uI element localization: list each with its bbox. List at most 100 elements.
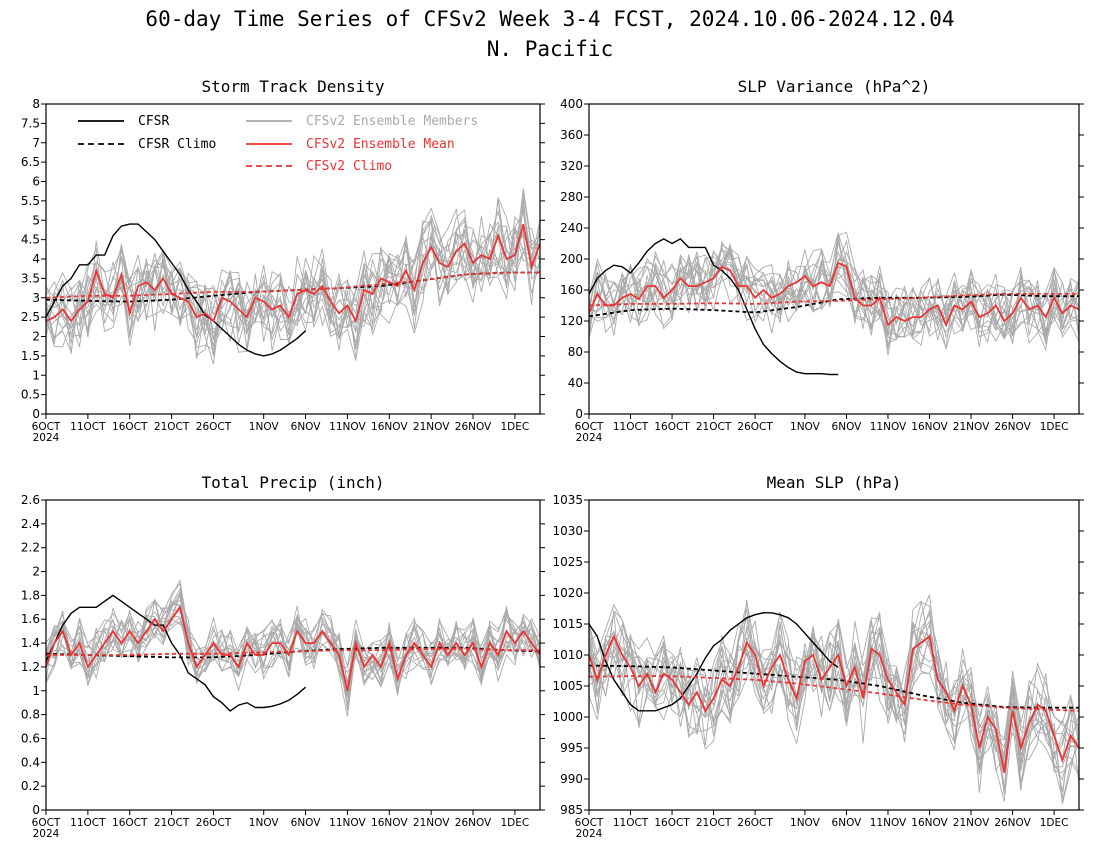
- y-tick-label: 360: [560, 128, 583, 142]
- plot-area: [46, 579, 540, 717]
- panel-title: SLP Variance (hPa^2): [738, 77, 931, 96]
- series-line-cfsv2-climo: [46, 648, 540, 656]
- x-tick-sublabel: 2024: [33, 828, 60, 840]
- x-tick-label: 11NOV: [329, 421, 366, 433]
- series-line-ensemble-member: [589, 624, 1079, 804]
- series-line-ensemble-member: [46, 207, 540, 354]
- x-tick-label: 16OCT: [654, 421, 690, 433]
- y-tick-label: 7.5: [21, 116, 40, 130]
- series-line-cfsv2-ensemble-mean: [589, 261, 1079, 328]
- x-tick-label: 21NOV: [413, 817, 450, 829]
- x-tick-label: 6NOV: [832, 817, 863, 829]
- x-tick-label: 1NOV: [790, 421, 821, 433]
- y-tick-label: 120: [560, 314, 583, 328]
- series-line-ensemble-member: [589, 262, 1079, 356]
- y-tick-label: 3.5: [21, 271, 40, 285]
- series-line-ensemble-member: [589, 603, 1079, 790]
- x-tick-label: 16NOV: [911, 817, 948, 829]
- x-tick-label: 21OCT: [154, 817, 190, 829]
- series-line-ensemble-member: [589, 628, 1079, 783]
- y-tick-label: 0.6: [21, 731, 40, 745]
- x-tick-label: 21NOV: [413, 421, 450, 433]
- y-tick-label: 1015: [552, 617, 583, 631]
- x-tick-label: 21OCT: [696, 817, 732, 829]
- y-tick-label: 3: [32, 291, 40, 305]
- plot-area: [589, 594, 1079, 804]
- x-tick-label: 11NOV: [870, 817, 907, 829]
- x-tick-label: 6OCT: [575, 421, 604, 433]
- legend-item: CFSR: [78, 114, 169, 129]
- y-tick-label: 1000: [552, 710, 583, 724]
- plot-area: [46, 188, 540, 365]
- x-tick-label: 1DEC: [501, 817, 530, 829]
- y-tick-label: 320: [560, 159, 583, 173]
- y-tick-label: 985: [560, 803, 583, 817]
- x-tick-label: 6OCT: [32, 421, 61, 433]
- legend-label: CFSv2 Ensemble Members: [306, 114, 478, 129]
- x-tick-label: 11OCT: [613, 817, 649, 829]
- series-line-cfsv2-ensemble-mean: [46, 223, 540, 324]
- y-tick-label: 0.4: [21, 755, 40, 769]
- y-tick-label: 995: [560, 741, 583, 755]
- x-tick-label: 21NOV: [953, 817, 990, 829]
- y-tick-label: 1.6: [21, 612, 40, 626]
- series-line-ensemble-member: [46, 605, 540, 693]
- y-tick-label: 5: [32, 213, 40, 227]
- legend: CFSR CFSR Climo CFSv2 Ensemble Members CFSv…: [78, 114, 478, 174]
- series-line-ensemble-member: [589, 231, 1079, 337]
- series-line-cfsr: [46, 223, 307, 357]
- legend-item: CFSv2 Climo: [246, 159, 392, 174]
- series-line-cfsv2-ensemble-mean: [46, 605, 540, 692]
- y-tick-label: 2.2: [21, 541, 40, 555]
- y-tick-label: 4.5: [21, 233, 40, 247]
- y-tick-label: 2.6: [21, 493, 40, 507]
- series-line-cfsr: [589, 238, 839, 376]
- x-tick-label: 6NOV: [291, 817, 322, 829]
- y-tick-label: 1005: [552, 679, 583, 693]
- y-tick-label: 2.5: [21, 310, 40, 324]
- x-tick-label: 26NOV: [994, 817, 1031, 829]
- series-line-ensemble-member: [589, 613, 1079, 758]
- y-tick-label: 6: [32, 175, 40, 189]
- x-tick-label: 26OCT: [737, 817, 773, 829]
- x-tick-label: 11OCT: [70, 817, 106, 829]
- series-line-ensemble-member: [46, 593, 540, 707]
- y-tick-label: 990: [560, 772, 583, 786]
- y-tick-label: 4: [32, 252, 40, 266]
- series-line-cfsv2-climo: [46, 271, 540, 299]
- series-line-ensemble-member: [46, 216, 540, 365]
- y-tick-label: 0: [32, 407, 40, 421]
- x-tick-label: 26OCT: [196, 817, 232, 829]
- series-line-ensemble-member: [46, 218, 540, 348]
- x-tick-label: 21OCT: [696, 421, 732, 433]
- x-tick-label: 21NOV: [953, 421, 990, 433]
- y-tick-label: 2: [32, 330, 40, 344]
- x-tick-label: 11NOV: [329, 817, 366, 829]
- x-tick-label: 16OCT: [654, 817, 690, 829]
- legend-item: CFSv2 Ensemble Mean: [246, 137, 455, 152]
- chart-panel-3: Total Precip (inch) 0 0.2 0.4 0.6 0.8 1 1.2 1.4 1…: [21, 473, 545, 840]
- x-tick-label: 16NOV: [371, 421, 408, 433]
- series-line-ensemble-member: [589, 626, 1079, 755]
- plot-area: [589, 231, 1079, 376]
- y-tick-label: 1025: [552, 555, 583, 569]
- x-tick-label: 26NOV: [994, 421, 1031, 433]
- x-tick-label: 6NOV: [832, 421, 863, 433]
- series-line-ensemble-member: [46, 217, 540, 359]
- y-tick-label: 1010: [552, 648, 583, 662]
- x-tick-label: 16NOV: [911, 421, 948, 433]
- legend-item: CFSv2 Ensemble Members: [246, 114, 478, 129]
- figure-title: 60-day Time Series of CFSv2 Week 3-4 FCS…: [145, 7, 955, 31]
- x-tick-sublabel: 2024: [576, 432, 603, 444]
- y-tick-label: 0.8: [21, 708, 40, 722]
- panel-title: Total Precip (inch): [201, 473, 384, 492]
- chart-panel-4: Mean SLP (hPa) 985 990 995 1000 1005 1010 1015 1…: [552, 473, 1084, 840]
- y-tick-label: 1: [32, 684, 40, 698]
- series-line-cfsv2-ensemble-mean: [589, 634, 1079, 773]
- y-tick-label: 2.4: [21, 517, 40, 531]
- x-tick-label: 1NOV: [790, 817, 821, 829]
- x-tick-label: 11OCT: [613, 421, 649, 433]
- series-line-cfsr: [589, 612, 839, 712]
- x-tick-label: 16OCT: [112, 817, 148, 829]
